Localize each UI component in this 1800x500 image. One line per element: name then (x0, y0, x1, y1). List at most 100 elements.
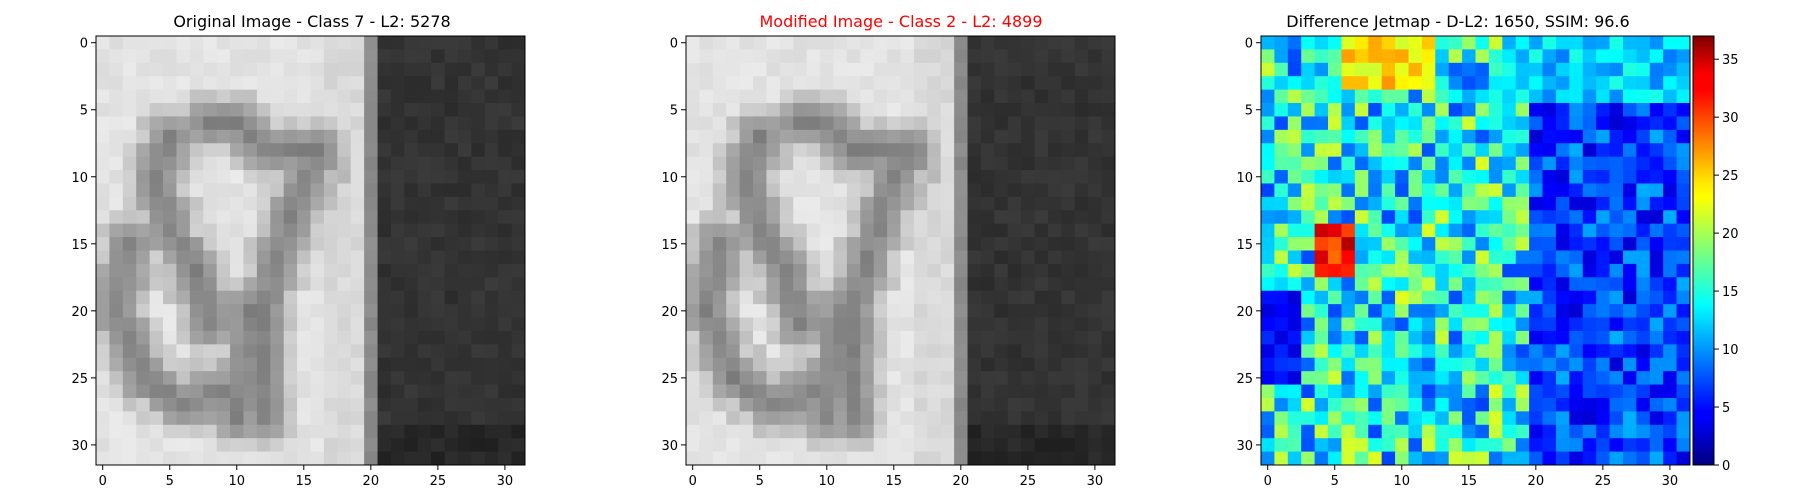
pixel-cell (149, 103, 164, 117)
pixel-cell (471, 223, 486, 238)
pixel-cell (431, 156, 446, 171)
pixel-cell (1515, 397, 1530, 412)
pixel-cell (1381, 170, 1396, 184)
pixel-cell (1663, 438, 1678, 453)
pixel-cell (1368, 36, 1383, 50)
pixel-cell (1341, 411, 1356, 426)
pixel-cell (980, 49, 995, 64)
pixel-cell (256, 263, 271, 278)
pixel-cell (1328, 411, 1342, 426)
pixel-cell (753, 116, 767, 131)
pixel-cell (793, 330, 808, 345)
pixel-cell (980, 89, 995, 104)
pixel-cell (163, 62, 177, 77)
pixel-cell (1261, 290, 1275, 305)
pixel-cell (377, 290, 392, 305)
pixel-cell (390, 223, 405, 238)
pixel-cell (913, 411, 928, 426)
pixel-cell (913, 237, 928, 251)
pixel-cell (1448, 116, 1463, 131)
pixel-cell (1555, 210, 1570, 225)
pixel-cell (364, 411, 379, 426)
pixel-cell (256, 317, 271, 332)
pixel-cell (431, 183, 446, 198)
pixel-cell (1636, 156, 1651, 171)
pixel-cell (323, 397, 338, 412)
pixel-cell (1047, 290, 1062, 305)
pixel-cell (1395, 304, 1409, 319)
pixel-cell (377, 196, 392, 211)
pixel-cell (310, 277, 325, 292)
pixel-cell (1381, 210, 1396, 225)
pixel-cell (1354, 103, 1369, 117)
pixel-cell (216, 277, 231, 292)
pixel-cell (779, 384, 794, 399)
pixel-cell (1047, 210, 1062, 225)
pixel-cell (404, 116, 419, 131)
pixel-cell (779, 424, 794, 439)
pixel-cell (739, 438, 754, 453)
pixel-cell (1649, 250, 1664, 265)
pixel-cell (833, 250, 848, 265)
pixel-cell (1502, 290, 1517, 305)
pixel-cell (1047, 143, 1062, 158)
pixel-cell (243, 116, 258, 131)
pixel-cell (753, 371, 767, 386)
pixel-cell (1421, 103, 1436, 117)
pixel-cell (846, 76, 861, 91)
pixel-cell (310, 156, 325, 171)
pixel-cell (1368, 384, 1383, 399)
pixel-cell (1007, 103, 1022, 117)
pixel-cell (1676, 76, 1691, 91)
pixel-cell (766, 290, 781, 305)
pixel-cell (1395, 36, 1409, 50)
pixel-cell (833, 49, 848, 64)
pixel-cell (404, 143, 419, 158)
pixel-cell (940, 290, 955, 305)
pixel-cell (980, 196, 995, 211)
pixel-cell (1448, 411, 1463, 426)
pixel-cell (364, 143, 379, 158)
pixel-cell (457, 263, 472, 278)
pixel-cell (1636, 330, 1651, 345)
pixel-cell (203, 62, 218, 77)
pixel-cell (1609, 277, 1624, 292)
pixel-cell (471, 397, 486, 412)
pixel-cell (256, 89, 271, 104)
pixel-cell (310, 183, 325, 198)
pixel-cell (1274, 411, 1289, 426)
pixel-cell (216, 89, 231, 104)
pixel-cell (1047, 277, 1062, 292)
pixel-cell (243, 438, 258, 453)
pixel-cell (1676, 357, 1691, 372)
pixel-cell (364, 156, 379, 171)
pixel-cell (954, 304, 969, 319)
pixel-cell (927, 371, 942, 386)
pixel-cell (726, 49, 741, 64)
pixel-cell (270, 76, 285, 91)
pixel-cell (1408, 156, 1423, 171)
pixel-cell (846, 103, 861, 117)
pixel-cell (1448, 237, 1463, 251)
pixel-cell (350, 438, 365, 453)
pixel-cell (270, 424, 285, 439)
pixel-cell (873, 89, 888, 104)
pixel-cell (806, 89, 821, 104)
pixel-cell (337, 263, 352, 278)
pixel-cell (726, 424, 741, 439)
pixel-cell (980, 210, 995, 225)
pixel-cell (1395, 397, 1409, 412)
pixel-cell (1622, 330, 1637, 345)
pixel-cell (350, 411, 365, 426)
pixel-cell (498, 263, 513, 278)
pixel-cell (1515, 290, 1530, 305)
pixel-cell (1328, 371, 1342, 386)
pixel-cell (270, 344, 285, 359)
pixel-cell (149, 156, 164, 171)
pixel-cell (967, 76, 982, 91)
pixel-cell (980, 424, 995, 439)
pixel-cell (1101, 344, 1116, 359)
pixel-cell (1555, 250, 1570, 265)
pixel-cell (1676, 89, 1691, 104)
pixel-cell (1448, 317, 1463, 332)
